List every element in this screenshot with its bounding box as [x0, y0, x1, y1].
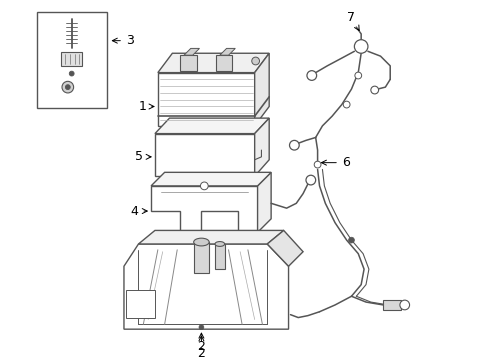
- Polygon shape: [180, 55, 196, 71]
- Text: 4: 4: [130, 204, 147, 217]
- Polygon shape: [124, 244, 288, 329]
- Polygon shape: [257, 172, 270, 232]
- Text: 7: 7: [347, 11, 359, 31]
- Polygon shape: [151, 172, 270, 186]
- Circle shape: [370, 86, 378, 94]
- Polygon shape: [183, 48, 199, 55]
- Text: 3: 3: [112, 34, 134, 47]
- Bar: [61, 52, 82, 66]
- Circle shape: [314, 161, 320, 168]
- Circle shape: [199, 325, 203, 330]
- Circle shape: [354, 72, 361, 79]
- Circle shape: [62, 81, 74, 93]
- Text: 1: 1: [138, 100, 154, 113]
- Ellipse shape: [215, 242, 224, 246]
- Bar: [37, 12, 106, 108]
- Polygon shape: [155, 134, 254, 176]
- Polygon shape: [155, 118, 268, 134]
- Circle shape: [306, 71, 316, 80]
- Text: 5: 5: [135, 150, 151, 163]
- Polygon shape: [220, 48, 235, 55]
- Text: 2: 2: [197, 333, 205, 353]
- Polygon shape: [216, 55, 232, 71]
- Ellipse shape: [193, 238, 209, 246]
- Polygon shape: [267, 230, 303, 266]
- Circle shape: [289, 140, 299, 150]
- Circle shape: [251, 57, 259, 65]
- Polygon shape: [138, 230, 283, 244]
- Text: 2: 2: [197, 336, 205, 360]
- Polygon shape: [254, 53, 268, 126]
- Circle shape: [69, 71, 74, 76]
- Text: 6: 6: [321, 156, 349, 169]
- Circle shape: [348, 237, 354, 243]
- Bar: [215, 244, 224, 269]
- Bar: [193, 242, 209, 273]
- Circle shape: [200, 182, 208, 190]
- Bar: [383, 300, 400, 310]
- Polygon shape: [158, 53, 268, 73]
- Polygon shape: [254, 118, 268, 176]
- Circle shape: [399, 300, 409, 310]
- Circle shape: [305, 175, 315, 185]
- Circle shape: [343, 101, 349, 108]
- Circle shape: [354, 40, 367, 53]
- Polygon shape: [158, 73, 254, 126]
- Bar: [125, 291, 155, 318]
- Circle shape: [65, 85, 70, 90]
- Polygon shape: [151, 186, 257, 232]
